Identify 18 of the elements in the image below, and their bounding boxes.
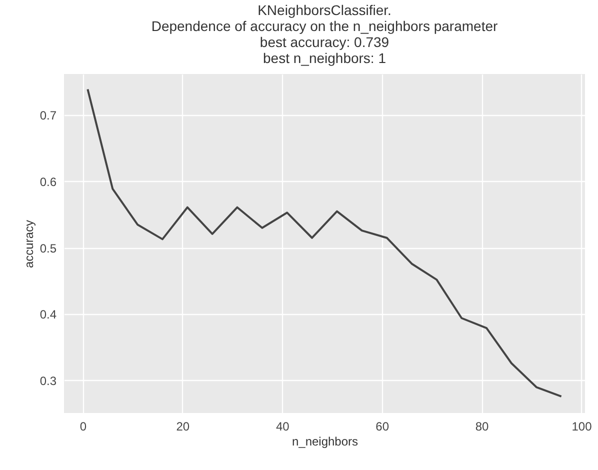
x-tick-label: 60 bbox=[376, 420, 390, 434]
text: best accuracy: 0.739 bbox=[260, 34, 390, 50]
y-tick-label: 0.3 bbox=[40, 374, 57, 388]
text: KNeighborsClassifier. bbox=[258, 2, 392, 18]
text: best n_neighbors: 1 bbox=[263, 50, 386, 66]
y-tick-label: 0.5 bbox=[40, 241, 57, 256]
x-tick-label: 0 bbox=[80, 420, 87, 434]
y-tick-label: 0.4 bbox=[40, 308, 57, 322]
y-tick-label: 0.7 bbox=[40, 108, 57, 123]
x-tick-label: 40 bbox=[276, 420, 290, 434]
y-axis-title: accuracy bbox=[22, 220, 36, 268]
x-tick-label: 80 bbox=[475, 420, 490, 434]
x-tick-label: 100 bbox=[572, 420, 592, 434]
line-series bbox=[86, 88, 562, 398]
y-tick-label: 0.6 bbox=[40, 174, 57, 189]
x-tick-label: 20 bbox=[176, 420, 190, 434]
x-axis-title: n_neighbors bbox=[292, 434, 358, 448]
text: Dependence of accuracy on the n_neighbors parameter bbox=[151, 18, 498, 34]
